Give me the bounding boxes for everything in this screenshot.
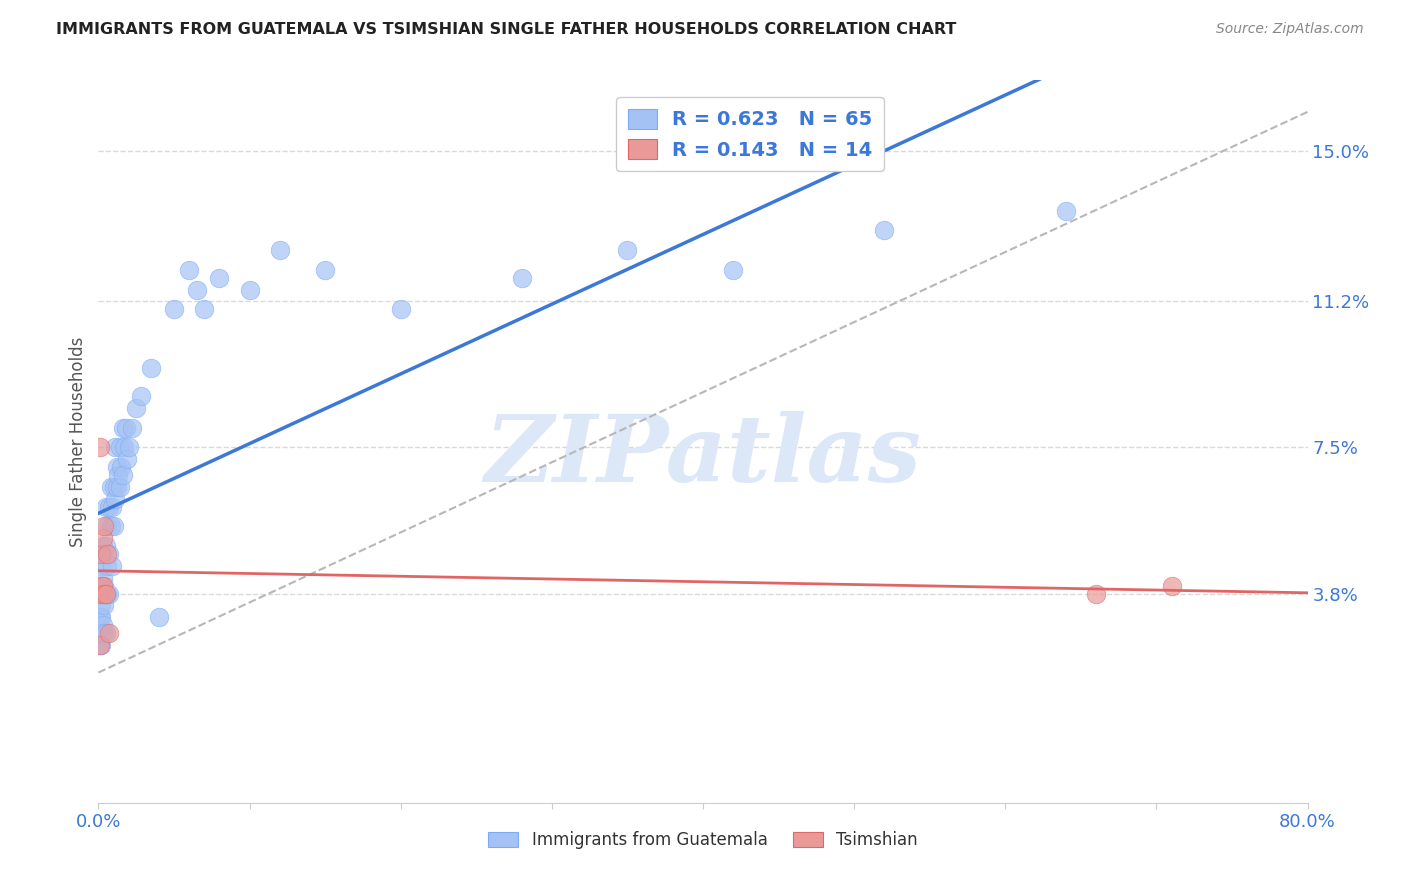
Text: ZIPatlas: ZIPatlas — [485, 411, 921, 501]
Point — [94, 539, 117, 553]
Point — [118, 441, 141, 455]
Point — [129, 389, 152, 403]
Point — [89, 638, 111, 652]
Point — [193, 302, 215, 317]
Point — [103, 480, 125, 494]
Point — [616, 243, 638, 257]
Point — [98, 586, 121, 600]
Point — [101, 500, 124, 514]
Point — [91, 571, 114, 585]
Point — [98, 547, 121, 561]
Legend: Immigrants from Guatemala, Tsimshian: Immigrants from Guatemala, Tsimshian — [482, 824, 924, 856]
Point — [163, 302, 186, 317]
Point — [104, 441, 127, 455]
Point — [93, 547, 115, 561]
Point — [98, 500, 121, 514]
Point — [111, 421, 134, 435]
Point — [179, 262, 201, 277]
Point — [104, 491, 127, 506]
Point — [148, 610, 170, 624]
Point — [108, 441, 131, 455]
Point — [114, 421, 136, 435]
Y-axis label: Single Father Households: Single Father Households — [69, 336, 87, 547]
Point — [93, 586, 115, 600]
Point — [208, 270, 231, 285]
Point — [101, 558, 124, 573]
Point — [141, 361, 163, 376]
Point — [389, 302, 412, 317]
Point — [90, 579, 112, 593]
Point — [91, 539, 114, 553]
Point — [269, 243, 291, 257]
Point — [91, 531, 114, 545]
Point — [89, 638, 111, 652]
Point — [105, 460, 128, 475]
Point — [723, 262, 745, 277]
Point — [314, 262, 336, 277]
Point — [1160, 579, 1182, 593]
Point — [115, 452, 138, 467]
Point — [90, 599, 112, 613]
Point — [873, 223, 896, 237]
Point — [105, 480, 128, 494]
Point — [91, 579, 114, 593]
Point — [96, 586, 118, 600]
Point — [89, 441, 111, 455]
Point — [90, 610, 112, 624]
Point — [107, 468, 129, 483]
Point — [239, 283, 262, 297]
Point — [94, 586, 117, 600]
Point — [98, 626, 121, 640]
Point — [93, 519, 115, 533]
Point — [93, 599, 115, 613]
Point — [89, 586, 111, 600]
Point — [186, 283, 208, 297]
Text: Source: ZipAtlas.com: Source: ZipAtlas.com — [1216, 22, 1364, 37]
Point — [90, 638, 112, 652]
Point — [94, 586, 117, 600]
Point — [89, 610, 111, 624]
Point — [111, 468, 134, 483]
Point — [121, 421, 143, 435]
Point — [90, 558, 112, 573]
Text: IMMIGRANTS FROM GUATEMALA VS TSIMSHIAN SINGLE FATHER HOUSEHOLDS CORRELATION CHAR: IMMIGRANTS FROM GUATEMALA VS TSIMSHIAN S… — [56, 22, 956, 37]
Point — [96, 547, 118, 561]
Point — [93, 579, 115, 593]
Point — [1085, 586, 1108, 600]
Point — [94, 500, 117, 514]
Point — [1054, 203, 1077, 218]
Point — [91, 618, 114, 632]
Point — [103, 519, 125, 533]
Point — [91, 626, 114, 640]
Point — [510, 270, 533, 285]
Point — [108, 480, 131, 494]
Point — [96, 519, 118, 533]
Point — [89, 626, 111, 640]
Point — [100, 519, 122, 533]
Point — [112, 441, 135, 455]
Point — [90, 579, 112, 593]
Point — [96, 558, 118, 573]
Point — [100, 480, 122, 494]
Point — [90, 547, 112, 561]
Point — [125, 401, 148, 415]
Point — [94, 626, 117, 640]
Point — [89, 586, 111, 600]
Point — [110, 460, 132, 475]
